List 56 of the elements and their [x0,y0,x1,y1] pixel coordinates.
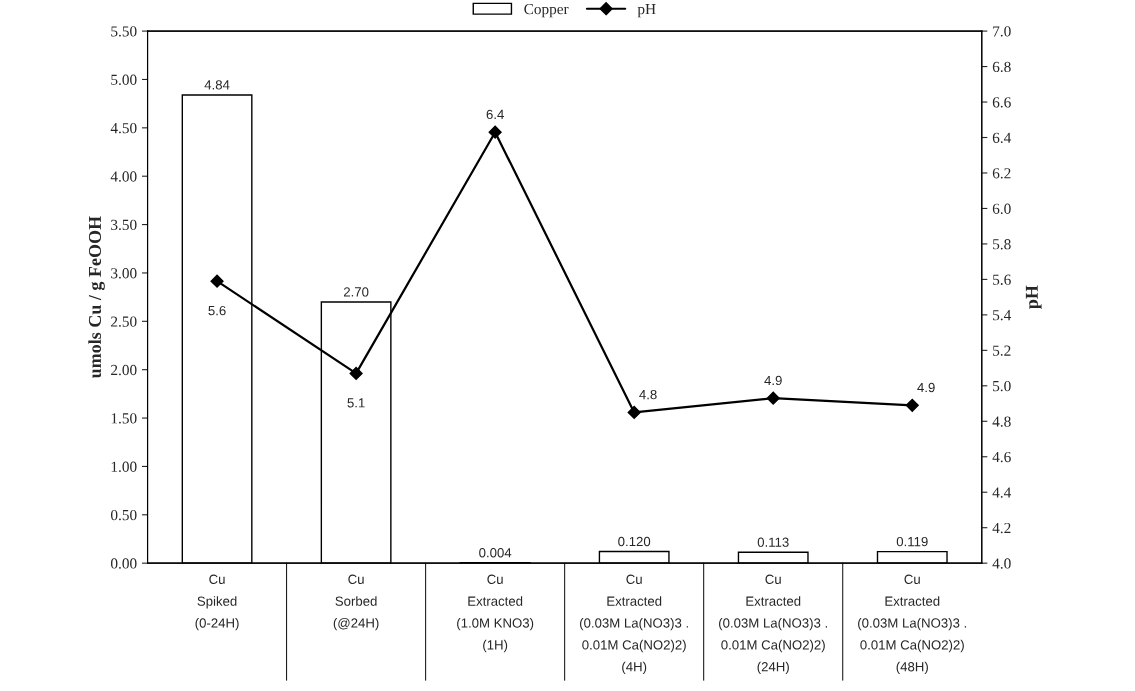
data-label: 0.119 [896,536,928,547]
x-tick-label: Cu Spiked (0-24H) [195,574,239,631]
data-label: 5.6 [208,305,226,316]
x-tick-label: Cu Extracted (1.0M KNO3) (1H) [457,574,534,653]
data-label: 4.9 [917,382,935,393]
data-label: 6.4 [486,109,504,120]
y2-tick-label: 4.2 [992,522,1011,534]
data-label: 0.120 [618,536,651,547]
data-label: 5.1 [347,398,365,408]
data-label: 4.8 [639,389,657,400]
y2-tick-label: 6.4 [992,132,1012,144]
y-tick-label: 0.00 [110,558,137,569]
x-tick-label: Cu Extracted (0.03M La(NO3)3 . 0.01M Ca(NO2)2) (4H) [580,574,688,675]
y2-tick-label: 5.6 [993,274,1011,285]
y-tick-label: 2.00 [111,364,137,376]
y2-tick-label: 6.8 [992,61,1011,73]
y-tick-label: 1.50 [111,413,137,424]
y2-tick-label: 6.0 [992,203,1011,214]
y2-tick-label: 5.4 [993,310,1012,321]
y2-tick-label: 4.0 [992,558,1011,569]
point [766,391,780,405]
y2-tick-label: 4.4 [992,487,1012,498]
y-tick-label: 4.00 [110,171,137,182]
y2-tick-label: 7.0 [993,26,1011,37]
y2-tick-label: 5.8 [993,239,1011,250]
y2-tick-label: 5.0 [993,380,1011,392]
data-label: 4.84 [204,80,230,90]
x-tick-label: Cu Sorbed (@24H) [333,574,379,631]
point [210,274,224,288]
y2-axis-title: pH [1025,285,1042,309]
data-label: 0.113 [757,537,789,547]
legend-label: pH [637,4,656,18]
point [349,366,363,380]
point [627,405,641,420]
y-tick-label: 2.50 [111,316,137,327]
x-tick-label: Cu Extracted (0.03M La(NO3)3 . 0.01M Ca(NO2)2) (48H) [858,574,967,675]
point [488,125,502,139]
y-tick-label: 4.50 [110,122,137,134]
y2-tick-label: 6.6 [992,97,1011,108]
y-tick-label: 5.00 [111,74,137,85]
data-label: 2.70 [343,287,369,297]
y-tick-label: 3.50 [111,219,137,231]
y2-tick-label: 4.8 [992,416,1011,427]
y-tick-label: 1.00 [111,461,137,472]
y-tick-label: 3.00 [111,268,137,279]
y2-tick-label: 5.2 [993,345,1011,356]
legend-label: Copper [524,3,569,18]
y-tick-label: 5.50 [111,26,137,37]
y2-tick-label: 4.6 [992,451,1011,463]
y2-tick-label: 6.2 [992,168,1011,179]
y-tick-label: 0.50 [110,509,137,521]
point [905,398,919,412]
data-label: 0.004 [479,548,512,558]
data-label: 4.9 [764,375,782,386]
x-tick-label: Cu Extracted (0.03M La(NO3)3 . 0.01M Ca(NO2)2) (24H) [719,574,828,675]
y-axis-title: umols Cu / g FeOOH [88,216,105,379]
